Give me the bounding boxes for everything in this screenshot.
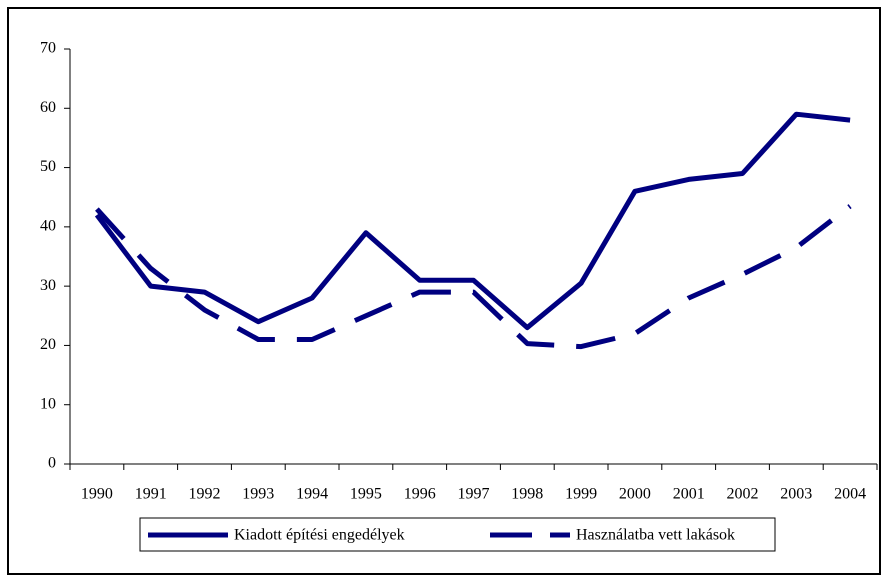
x-tick-label: 1992 <box>189 486 221 503</box>
x-tick-label: 1995 <box>350 486 382 503</box>
x-tick-label: 1994 <box>296 486 328 503</box>
legend-label: Használatba vett lakások <box>576 527 735 544</box>
x-tick-label: 1999 <box>565 486 597 503</box>
series-line <box>95 204 852 350</box>
x-tick-label: 2003 <box>780 486 812 503</box>
y-tick-label: 20 <box>40 336 56 353</box>
x-tick-label: 1998 <box>511 486 543 503</box>
x-tick-label: 2002 <box>727 486 759 503</box>
y-tick-label: 0 <box>48 455 56 472</box>
y-tick-label: 10 <box>40 395 56 412</box>
y-tick-label: 50 <box>40 158 56 175</box>
x-tick-label: 2000 <box>619 486 651 503</box>
y-tick-label: 30 <box>40 277 56 294</box>
x-tick-label: 2004 <box>834 486 866 503</box>
x-tick-label: 1997 <box>458 486 490 503</box>
x-tick-label: 1991 <box>135 486 167 503</box>
y-tick-label: 70 <box>40 40 56 57</box>
x-tick-label: 2001 <box>673 486 705 503</box>
y-tick-label: 40 <box>40 218 56 235</box>
x-tick-label: 1996 <box>404 486 436 503</box>
legend-box <box>139 517 776 552</box>
series-line <box>94 111 851 331</box>
y-tick-label: 60 <box>40 99 56 116</box>
legend-label: Kiadott építési engedélyek <box>234 527 405 544</box>
x-tick-label: 1993 <box>242 486 274 503</box>
x-tick-label: 1990 <box>81 486 113 503</box>
